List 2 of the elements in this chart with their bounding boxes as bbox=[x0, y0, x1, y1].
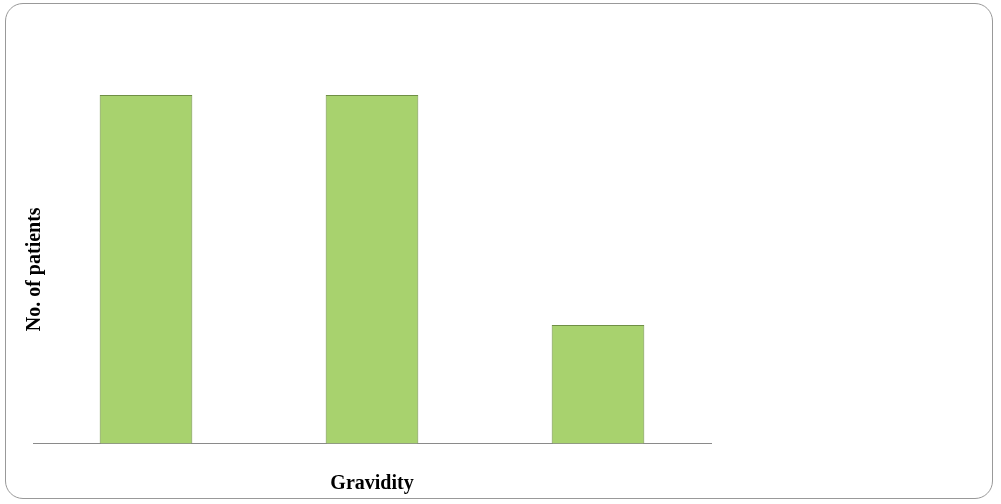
y-axis-title: No. of patients bbox=[22, 207, 46, 332]
x-axis-title: Gravidity bbox=[330, 471, 414, 495]
